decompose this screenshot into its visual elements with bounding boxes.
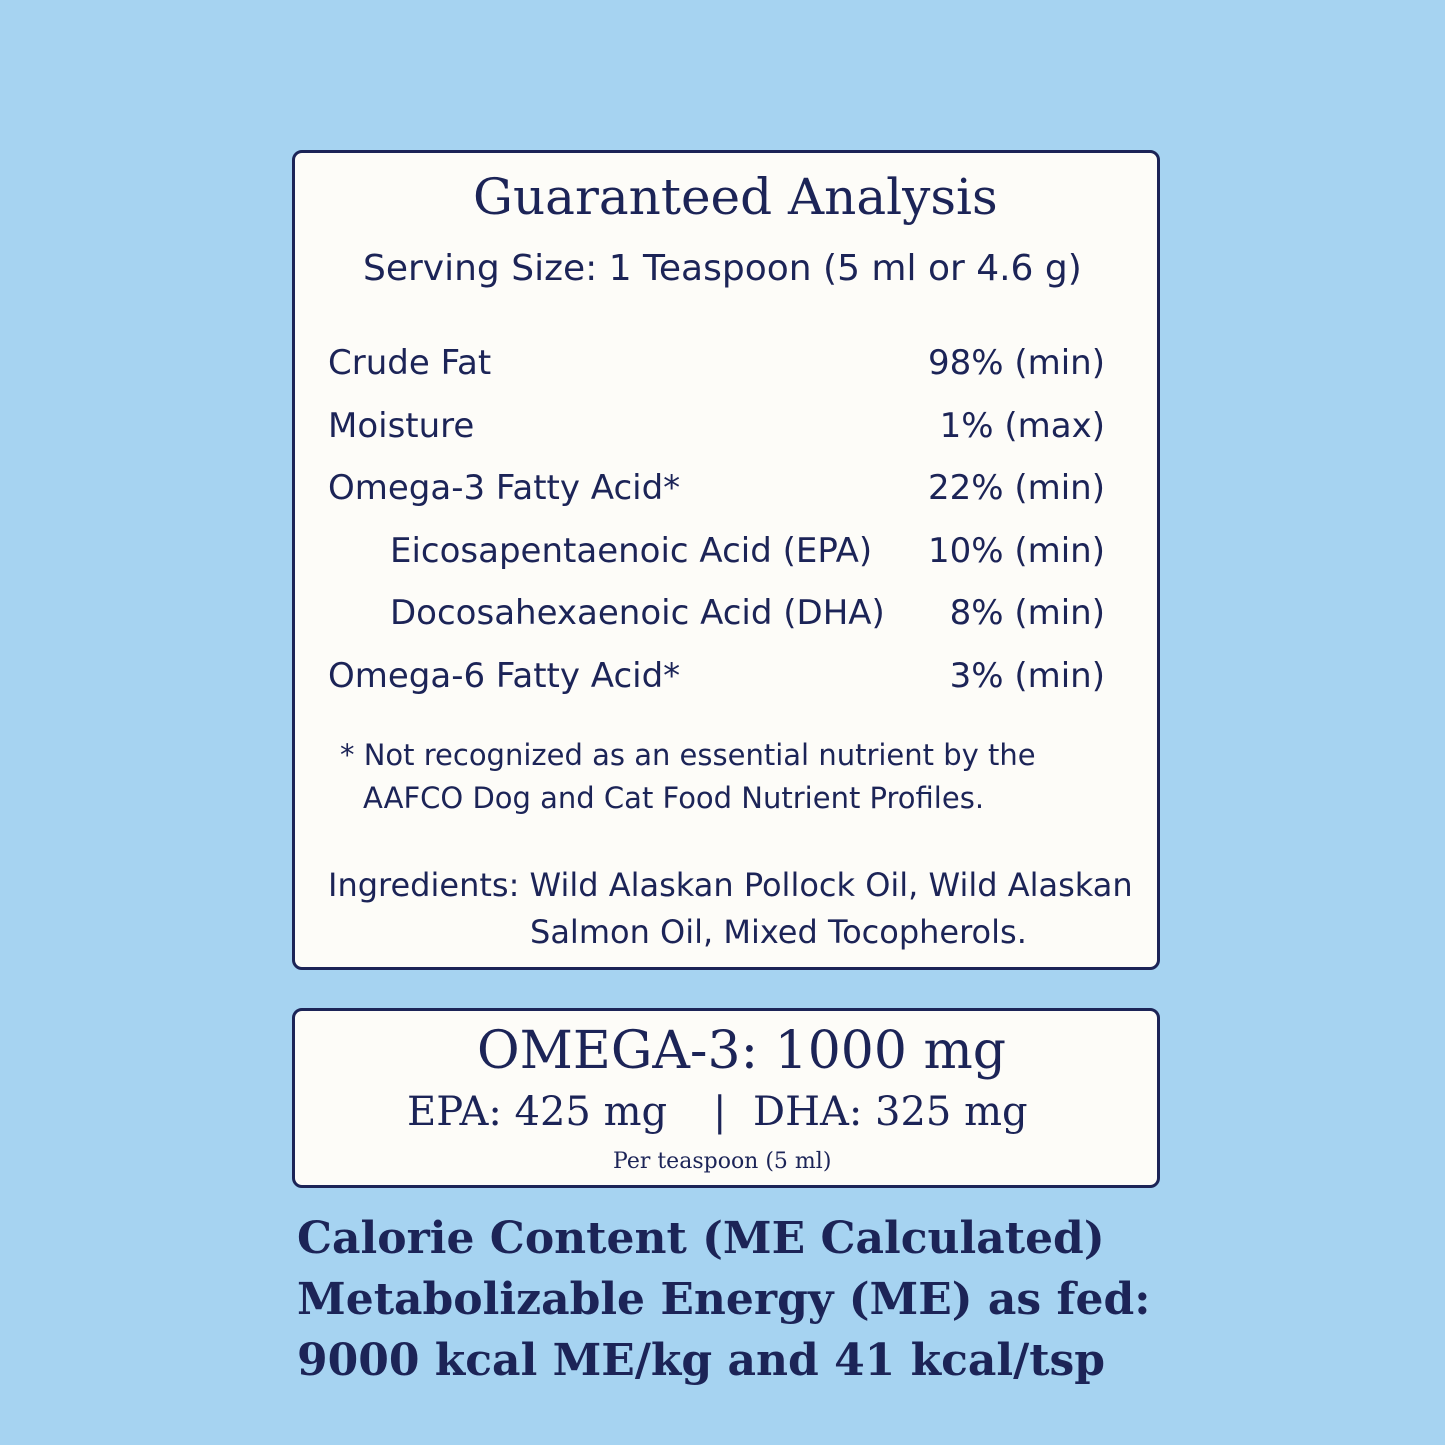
- per-note: Per teaspoon (5 ml): [613, 1149, 832, 1174]
- title: Guaranteed Analysis: [473, 168, 998, 226]
- ingredients: Ingredients: Wild Alaskan Pollock Oil, W…: [328, 866, 1133, 904]
- row-value: 22% (min): [927, 468, 1105, 508]
- dha: DHA: 325 mg: [753, 1089, 1028, 1135]
- row-label: Eicosapentaenoic Acid (EPA): [390, 530, 873, 571]
- serving-size: Serving Size: 1 Teaspoon (5 ml or 4.6 g): [363, 248, 1082, 289]
- epa: EPA: 425 mg: [407, 1089, 668, 1135]
- row-label: Moisture: [328, 405, 475, 446]
- row-value: 98% (min): [927, 343, 1105, 383]
- calorie-line: 9000 kcal ME/kg and 41 kcal/tsp: [297, 1335, 1106, 1386]
- row-label: Omega-3 Fatty Acid*: [328, 468, 681, 508]
- omega-panel: OMEGA-3: 1000 mg EPA: 425 mg | DHA: 325 …: [292, 1008, 1160, 1188]
- ingredients: Salmon Oil, Mixed Tocopherols.: [530, 913, 1027, 951]
- row-value: 8% (min): [949, 593, 1105, 633]
- analysis-panel: Guaranteed Analysis Serving Size: 1 Teas…: [292, 150, 1160, 970]
- row-label: Crude Fat: [328, 343, 492, 383]
- calorie-block: Calorie Content (ME Calculated) Metaboli…: [297, 1208, 1150, 1391]
- row-value: 10% (min): [927, 530, 1105, 571]
- separator: |: [713, 1089, 727, 1135]
- row-label: Omega-6 Fatty Acid*: [328, 655, 681, 696]
- footnote: * Not recognized as an essential nutrien…: [340, 738, 1036, 772]
- calorie-line: Metabolizable Energy (ME) as fed:: [297, 1274, 1151, 1325]
- row-value: 3% (min): [949, 655, 1105, 696]
- row-value: 1% (max): [939, 405, 1105, 446]
- footnote: AAFCO Dog and Cat Food Nutrient Profiles…: [363, 781, 985, 815]
- calorie-line: Calorie Content (ME Calculated): [297, 1213, 1105, 1264]
- row-label: Docosahexaenoic Acid (DHA): [390, 593, 885, 633]
- omega-headline: OMEGA-3: 1000 mg: [477, 1021, 1007, 1081]
